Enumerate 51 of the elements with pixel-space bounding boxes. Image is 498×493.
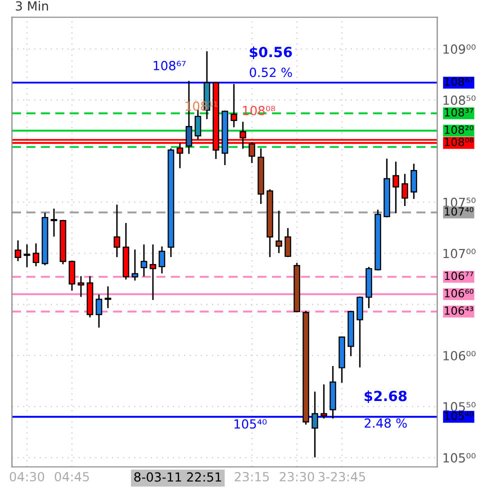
x-tick-label: 04:30: [10, 472, 44, 482]
candlestick: [248, 142, 256, 164]
candlestick: [32, 243, 40, 266]
candlestick: [312, 392, 318, 458]
ref-line-label: 108⁰⁸: [444, 138, 474, 146]
ref-line-label: 107⁴⁰: [444, 207, 474, 216]
annotation: $2.68: [364, 390, 407, 404]
y-tick-label: 108⁵⁰: [443, 95, 476, 105]
x-tick-label: 23:30: [280, 472, 314, 482]
ref-line-label: 105⁴⁰: [444, 412, 474, 420]
candlestick: [132, 250, 138, 281]
ref-line-label: 106⁷⁷: [444, 272, 474, 280]
candlestick: [24, 244, 30, 268]
y-tick-label: 107⁰⁰: [443, 248, 476, 258]
candlestick: [140, 244, 148, 276]
candlestick: [78, 276, 84, 297]
candlestick: [158, 246, 166, 274]
x-tick-label: 23:15: [234, 472, 269, 482]
annotation: $0.56: [250, 46, 292, 60]
candlestick: [104, 286, 112, 308]
text: 8-03-11 22:51: [134, 472, 222, 482]
chart-title: 3 Min: [16, 0, 48, 11]
candlestick: [410, 164, 418, 199]
annotation: 2.48 %: [364, 418, 407, 428]
candlestick: [68, 260, 76, 291]
candlestick: [230, 84, 238, 128]
annotation: 108⁶⁷: [154, 60, 186, 70]
candlestick: [194, 110, 202, 140]
ref-line-label: 106⁶⁰: [444, 288, 474, 298]
x-tick-label: 04:45: [54, 472, 89, 482]
candlestick: [150, 244, 156, 300]
ref-line-label: 108³⁷: [444, 108, 474, 117]
ref-line-label: 108⁶⁷: [444, 77, 474, 86]
candlestick: [14, 240, 22, 262]
candlestick: [320, 384, 328, 419]
y-tick-label: 105⁰⁰: [443, 453, 476, 463]
candlestick: [392, 162, 400, 214]
y-tick-label: 109⁰⁰: [443, 44, 476, 54]
candlestick: [356, 296, 364, 368]
ref-line-label: 108²⁰: [444, 126, 474, 134]
annotation: 105⁴⁰: [234, 419, 267, 429]
candlestick: [284, 228, 292, 258]
ref-line-label: 106⁴³: [444, 306, 474, 315]
candlestick: [402, 174, 408, 206]
candlestick: [96, 294, 102, 328]
x-tick-label: 3-23:45: [318, 472, 366, 482]
candlestick: [114, 204, 120, 258]
annotation: 0.52 %: [250, 68, 292, 78]
candlestick: [276, 210, 282, 253]
y-tick-label: 106⁰⁰: [443, 350, 476, 360]
candlestick: [50, 208, 58, 237]
